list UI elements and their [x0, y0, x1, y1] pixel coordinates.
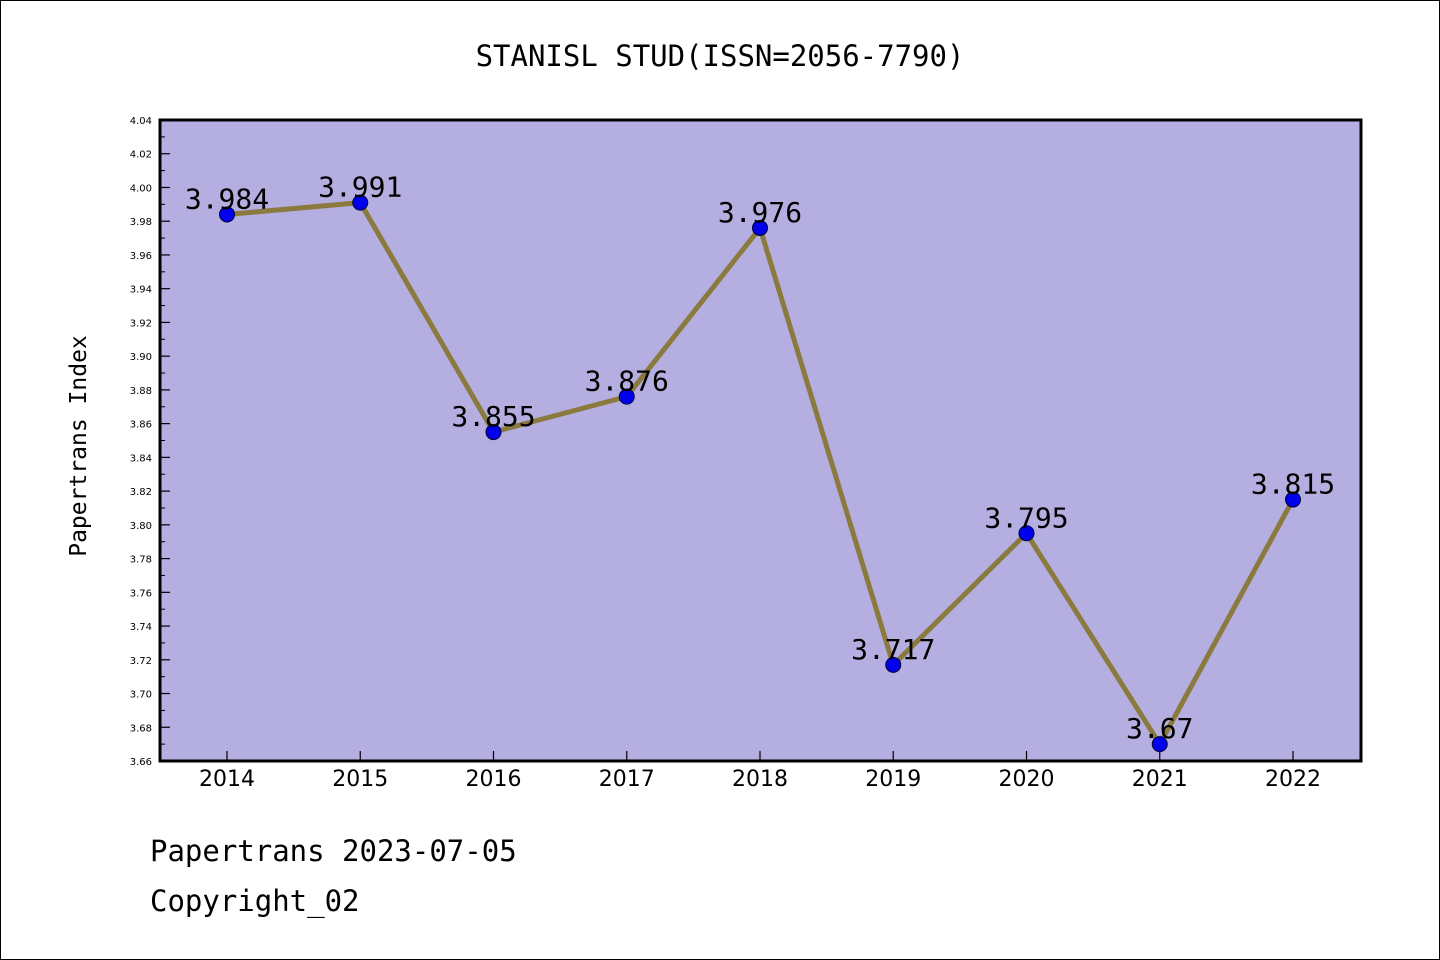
- y-tick-label: 3.96: [130, 251, 152, 262]
- data-label: 3.855: [451, 400, 535, 433]
- data-point: [885, 656, 902, 673]
- y-tick-label: 3.82: [130, 487, 152, 498]
- data-label: 3.67: [1126, 712, 1193, 745]
- data-point: [1151, 736, 1168, 753]
- chart-title: STANISL STUD(ISSN=2056-7790): [476, 39, 965, 73]
- y-tick-label: 3.84: [130, 453, 152, 464]
- y-axis-ticks: 3.66 3.68 3.70 3.72 3.74 3.76 3.78 3.80 3.82 3.84…: [130, 116, 170, 768]
- x-tick-label: 2019: [865, 767, 921, 792]
- data-point: [352, 194, 369, 211]
- y-tick-label: 3.68: [130, 723, 152, 734]
- data-label: 3.795: [984, 501, 1068, 534]
- data-point: [1018, 525, 1035, 542]
- y-tick-label: 3.94: [130, 285, 152, 296]
- y-tick-label: 3.74: [130, 622, 152, 633]
- y-tick-label: 3.76: [130, 588, 152, 599]
- y-tick-label: 3.66: [130, 757, 152, 768]
- data-label: 3.976: [718, 196, 802, 229]
- y-tick-label: 3.78: [130, 555, 152, 566]
- footer-copyright: Copyright_02: [150, 884, 360, 918]
- y-tick-label: 3.90: [130, 352, 152, 363]
- y-tick-label: 3.88: [130, 386, 152, 397]
- data-label: 3.984: [185, 182, 269, 215]
- x-tick-label: 2021: [1132, 767, 1188, 792]
- x-tick-label: 2014: [199, 767, 255, 792]
- data-label: 3.717: [851, 633, 935, 666]
- data-point: [1285, 491, 1301, 508]
- data-label: 3.815: [1251, 468, 1335, 501]
- x-tick-label: 2022: [1265, 767, 1321, 792]
- data-labels: 3.984 3.991 3.855 3.876 3.976 3.717 3.795 3.67 3…: [185, 171, 1335, 745]
- x-tick-label: 2017: [599, 767, 655, 792]
- y-tick-label: 3.80: [130, 521, 152, 532]
- x-tick-label: 2016: [466, 767, 522, 792]
- data-point: [485, 424, 502, 441]
- x-tick-label: 2018: [732, 767, 788, 792]
- x-axis-ticks: 2014 2015 2016 2017 2018 2019 2020 2021 2022: [199, 751, 1321, 792]
- data-markers: [219, 194, 1301, 753]
- y-tick-label: 3.86: [130, 420, 152, 431]
- data-label: 3.876: [585, 365, 669, 398]
- y-tick-label: 3.92: [130, 318, 152, 329]
- x-tick-label: 2020: [999, 767, 1055, 792]
- data-label: 3.991: [318, 171, 402, 204]
- data-point: [752, 219, 768, 236]
- y-tick-label: 4.04: [130, 116, 152, 127]
- y-tick-label: 4.02: [130, 150, 152, 161]
- y-tick-label: 3.98: [130, 217, 152, 228]
- data-point: [618, 388, 635, 405]
- data-point: [219, 206, 235, 223]
- y-tick-label: 4.00: [130, 183, 152, 194]
- y-tick-label: 3.72: [130, 656, 152, 667]
- x-tick-label: 2015: [332, 767, 388, 792]
- footer-date: Papertrans 2023-07-05: [150, 834, 517, 868]
- y-axis-label: Papertrans Index: [66, 335, 92, 557]
- plot-border: [158, 118, 1363, 763]
- y-tick-label: 3.70: [130, 690, 152, 701]
